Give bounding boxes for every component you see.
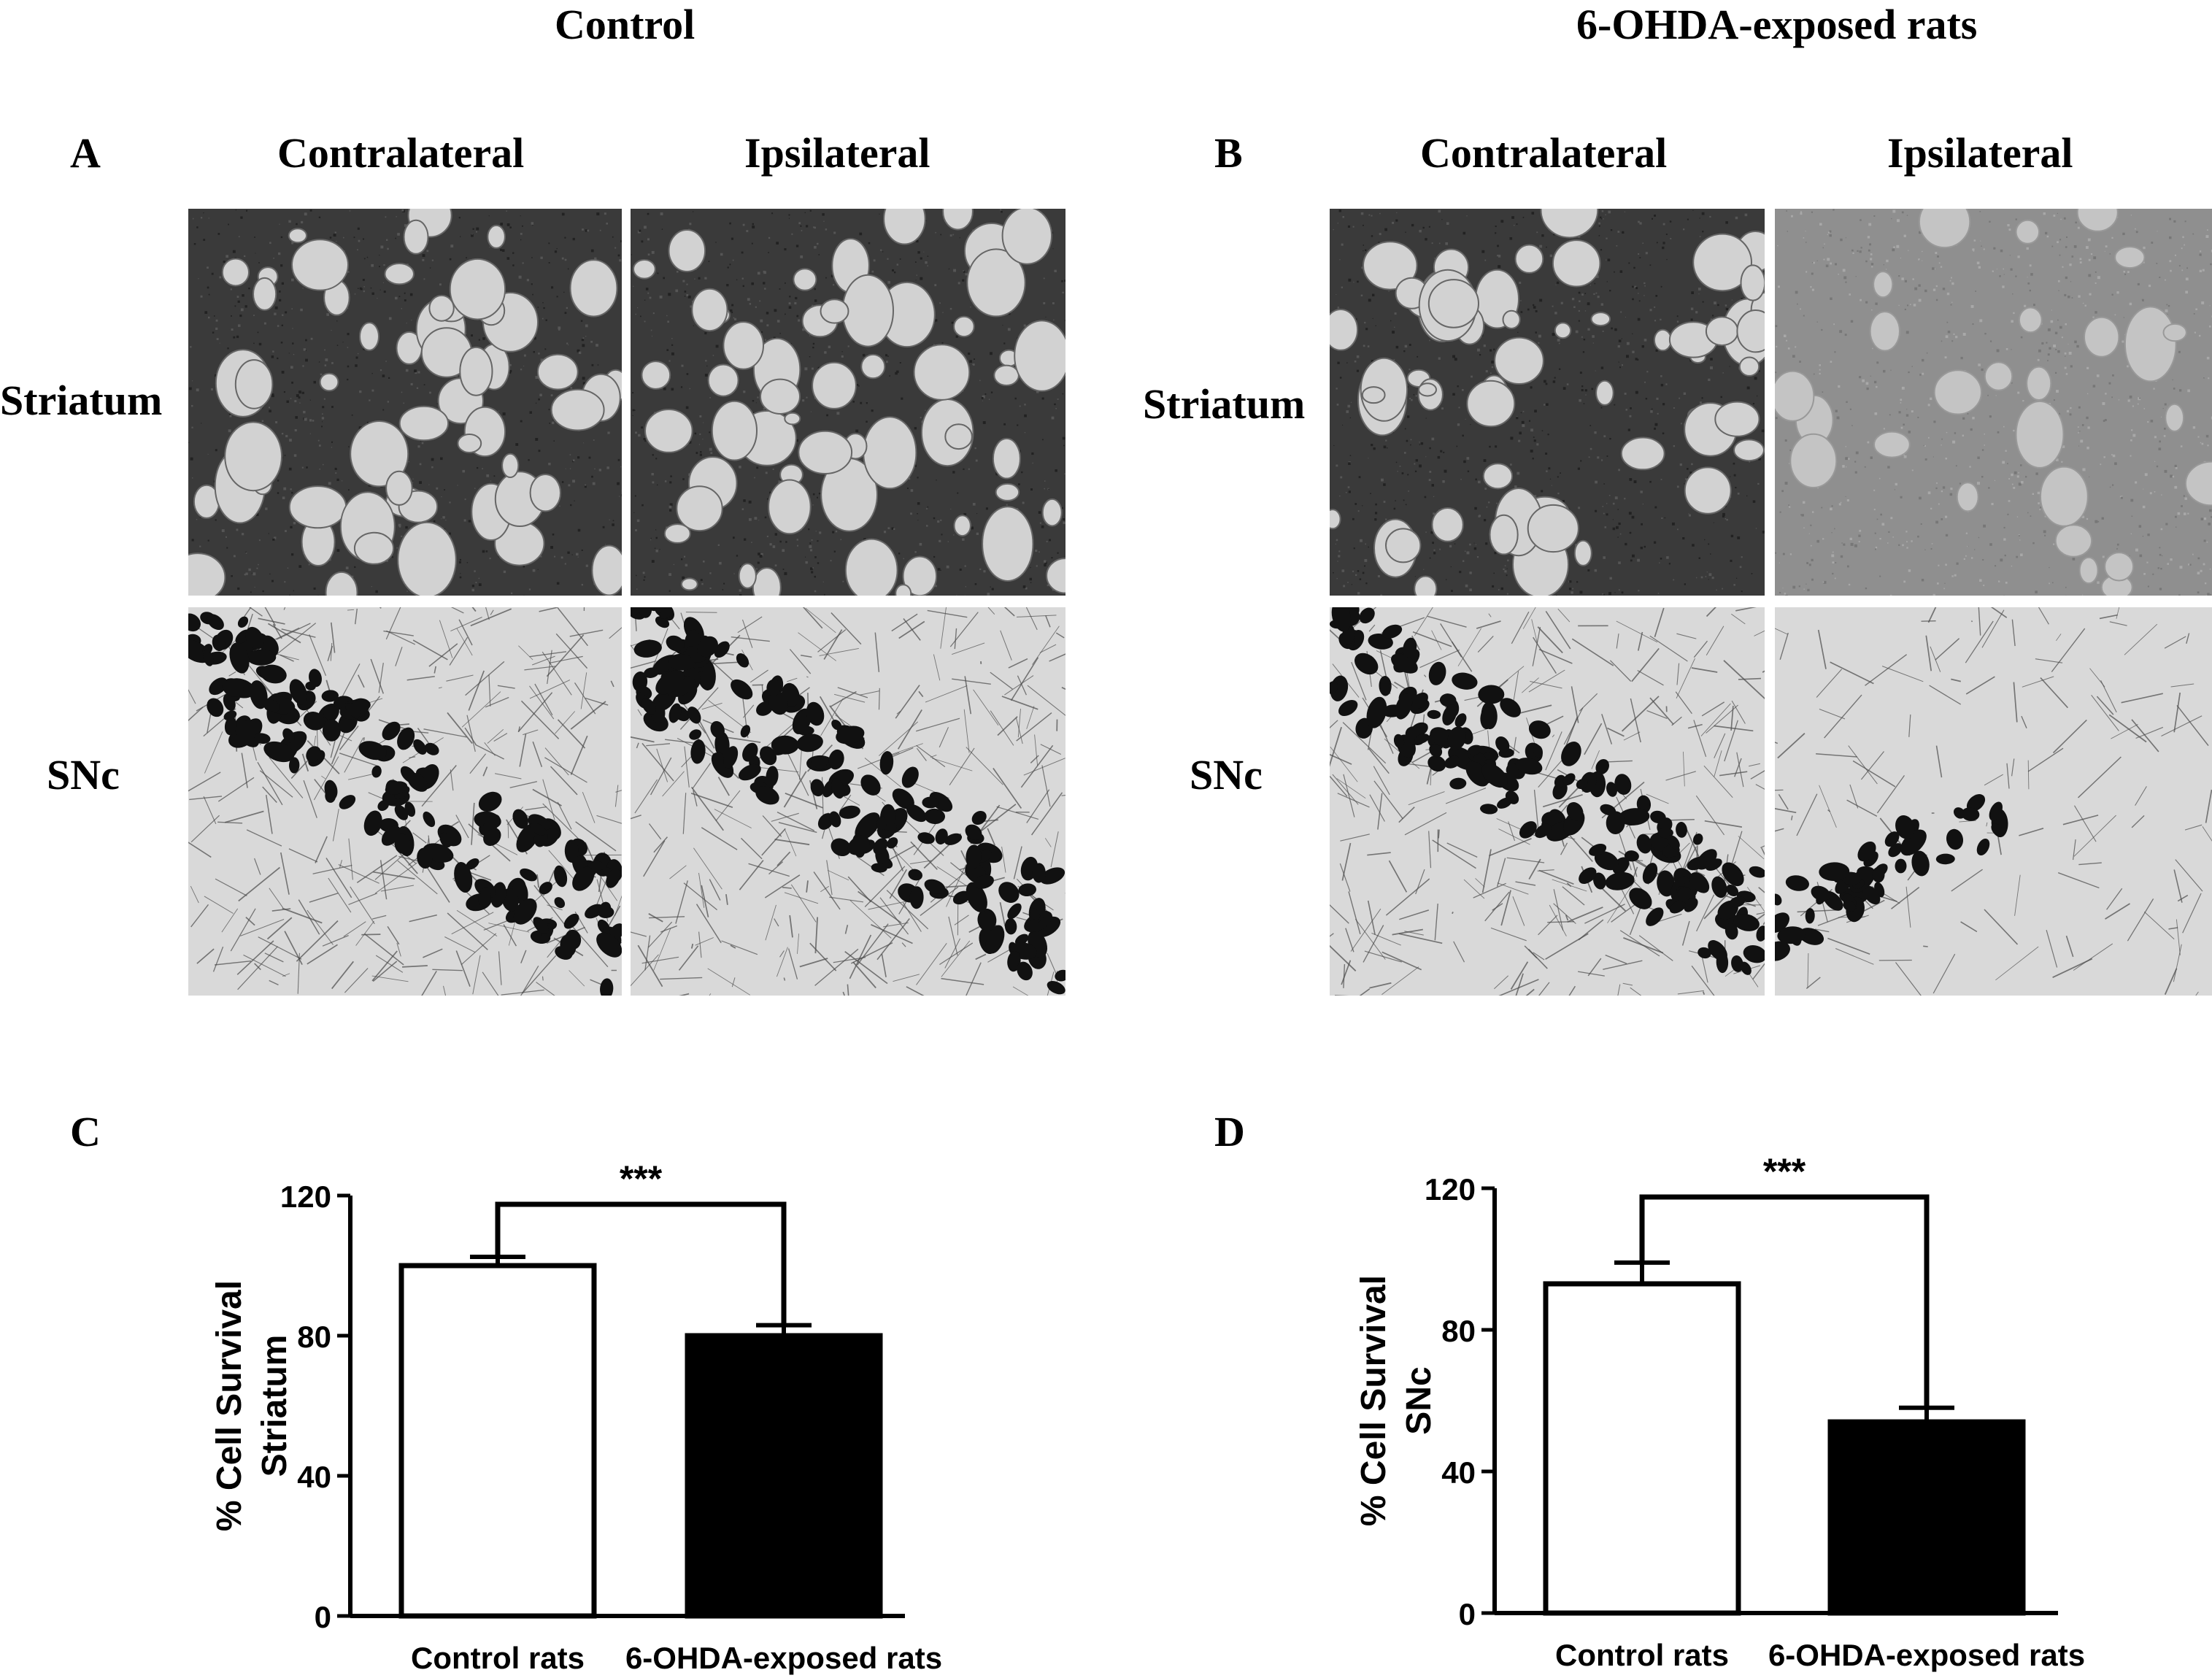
row-label-b-snc: SNc bbox=[1190, 751, 1263, 798]
group-title-control: Control bbox=[555, 1, 695, 48]
y-tick-label: 0 bbox=[315, 1600, 331, 1634]
micrograph-b-striatum-contralateral bbox=[1330, 209, 1765, 596]
y-tick-label: 80 bbox=[297, 1320, 331, 1354]
bar-control-rats bbox=[398, 1263, 597, 1619]
y-axis-label-line-2: SNc bbox=[1400, 1366, 1438, 1434]
x-category-label: 6-OHDA-exposed rats bbox=[1768, 1638, 2085, 1672]
y-tick-label: 80 bbox=[1441, 1314, 1476, 1348]
row-label-b-striatum: Striatum bbox=[1143, 380, 1306, 428]
significance-bracket bbox=[1639, 1194, 1930, 1408]
chart-c: C 0 40 80 120 % Cell Survival Striatum Control … bbox=[70, 1108, 942, 1675]
panel-letter-d: D bbox=[1214, 1108, 1245, 1155]
micrograph-a-snc-contralateral bbox=[188, 607, 622, 996]
micrograph-b-snc-contralateral bbox=[1330, 607, 1765, 996]
row-label-a-striatum: Striatum bbox=[0, 377, 163, 424]
y-tick-label: 0 bbox=[1459, 1597, 1476, 1631]
column-header-a-ipsilateral: Ipsilateral bbox=[744, 129, 930, 177]
bar-6ohda-rats bbox=[685, 1333, 883, 1619]
x-category-label: 6-OHDA-exposed rats bbox=[625, 1641, 942, 1675]
x-category-label: Control rats bbox=[1555, 1638, 1729, 1672]
micrograph-b-striatum-ipsilateral bbox=[1775, 209, 2212, 596]
bar-control-rats bbox=[1543, 1281, 1741, 1616]
column-header-a-contralateral: Contralateral bbox=[277, 129, 525, 177]
y-tick-label: 40 bbox=[297, 1460, 331, 1494]
micrograph-a-striatum-contralateral bbox=[188, 209, 622, 596]
bar-6ohda-rats bbox=[1827, 1419, 2026, 1616]
chart-d: D 0 40 80 120 % Cell Survival SNc Control rats 6… bbox=[1214, 1108, 2085, 1672]
significance-label: *** bbox=[1763, 1151, 1806, 1192]
panel-letter-b: B bbox=[1214, 129, 1243, 177]
row-label-a-snc: SNc bbox=[47, 751, 120, 798]
column-header-b-contralateral: Contralateral bbox=[1420, 129, 1668, 177]
micrograph-a-striatum-ipsilateral bbox=[631, 209, 1065, 596]
significance-label: *** bbox=[620, 1158, 663, 1199]
y-axis-label-line-1: % Cell Survival bbox=[1354, 1275, 1393, 1526]
micrograph-b-snc-ipsilateral bbox=[1775, 607, 2212, 996]
group-title-6ohda: 6-OHDA-exposed rats bbox=[1576, 1, 1978, 48]
significance-bracket bbox=[495, 1201, 787, 1325]
y-tick-label: 120 bbox=[280, 1179, 331, 1214]
y-axis-label-line-1: % Cell Survival bbox=[210, 1280, 249, 1531]
y-axis-label-line-2: Striatum bbox=[255, 1335, 294, 1477]
panel-letter-a: A bbox=[70, 129, 101, 177]
micrograph-a-snc-ipsilateral bbox=[631, 607, 1065, 996]
x-category-label: Control rats bbox=[411, 1641, 585, 1675]
panel-letter-c: C bbox=[70, 1108, 101, 1155]
column-header-b-ipsilateral: Ipsilateral bbox=[1887, 129, 2073, 177]
y-tick-label: 40 bbox=[1441, 1455, 1476, 1490]
y-tick-label: 120 bbox=[1425, 1172, 1476, 1206]
